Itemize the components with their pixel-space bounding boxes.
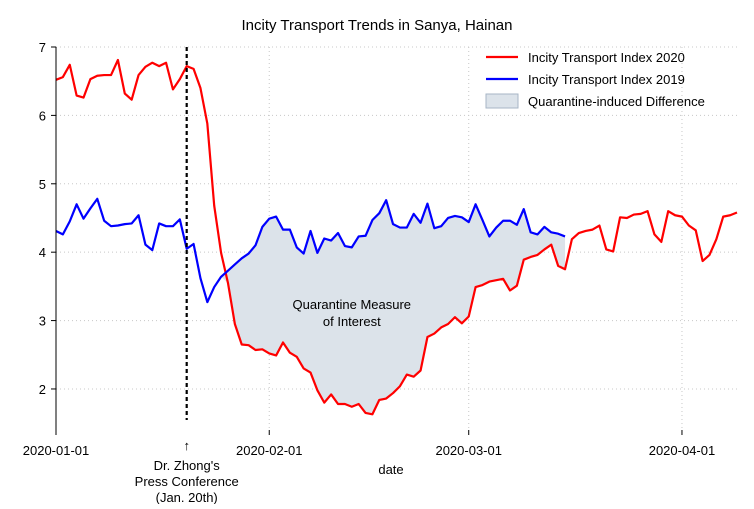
- series-lines: [55, 58, 738, 416]
- y-tick-label: 7: [39, 40, 46, 55]
- tick-labels: 2 3 4 5 6 7 2020-01-01 2020-02-01 2020-03-01 2020…: [23, 40, 715, 458]
- annotation-arrow: ↑: [183, 438, 190, 453]
- annotation: Quarantine Measure of Interest ↑ Dr. Zhong'…: [135, 47, 412, 505]
- x-tick-label: 2020-03-01: [435, 443, 502, 458]
- legend-label: Incity Transport Index 2020: [528, 50, 685, 65]
- x-axis-label: date: [378, 462, 403, 477]
- chart-title: Incity Transport Trends in Sanya, Hainan: [242, 17, 513, 34]
- y-tick-label: 5: [39, 177, 46, 192]
- series-line-2019: [55, 197, 566, 304]
- series-line-2020: [55, 58, 738, 416]
- y-tick-label: 4: [39, 245, 46, 260]
- shaded-region-label: of Interest: [323, 314, 381, 329]
- axes: [51, 46, 683, 435]
- legend-swatch: [485, 93, 519, 109]
- shaded-region-label: Quarantine Measure: [293, 297, 412, 312]
- x-tick-label: 2020-01-01: [23, 443, 90, 458]
- annotation-label: (Jan. 20th): [156, 490, 218, 504]
- difference-fill: [186, 200, 566, 415]
- legend-label: Incity Transport Index 2019: [528, 72, 685, 87]
- y-tick-label: 2: [39, 382, 46, 397]
- annotation-label: Dr. Zhong's: [154, 458, 221, 473]
- legend-label: Quarantine-induced Difference: [528, 94, 705, 109]
- difference-area: [186, 200, 566, 415]
- annotation-label: Press Conference: [135, 474, 239, 489]
- x-tick-label: 2020-04-01: [649, 443, 716, 458]
- y-tick-label: 6: [39, 108, 46, 123]
- x-tick-label: 2020-02-01: [236, 443, 303, 458]
- legend: Incity Transport Index 2020 Incity Transp…: [485, 50, 705, 109]
- y-tick-label: 3: [39, 314, 46, 329]
